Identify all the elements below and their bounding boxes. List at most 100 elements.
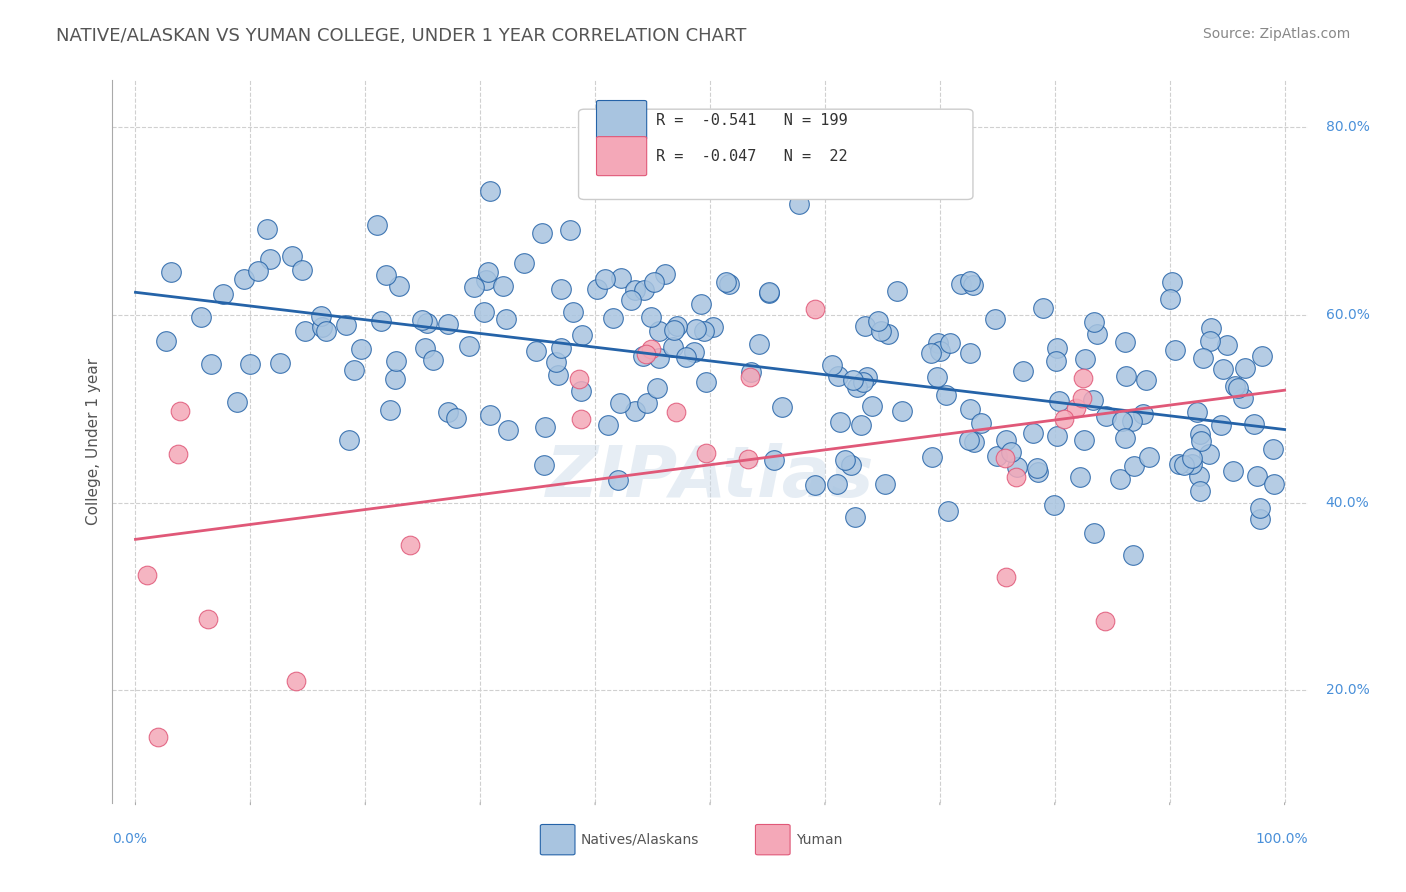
- Point: [281, 249, 304, 263]
- Point: [654, 267, 676, 281]
- Point: [155, 334, 177, 348]
- Point: [1085, 326, 1108, 341]
- Point: [585, 282, 607, 296]
- Point: [550, 341, 572, 355]
- Point: [1189, 484, 1212, 499]
- Point: [1198, 334, 1220, 349]
- Point: [970, 416, 993, 430]
- Point: [571, 328, 593, 343]
- Point: [166, 447, 188, 461]
- Point: [1109, 472, 1132, 486]
- Point: [1209, 417, 1232, 432]
- Point: [212, 286, 235, 301]
- Point: [1026, 465, 1049, 479]
- Text: 100.0%: 100.0%: [1256, 831, 1308, 846]
- Text: 20.0%: 20.0%: [1326, 683, 1369, 698]
- Point: [1046, 342, 1069, 356]
- Point: [839, 458, 862, 472]
- Point: [1132, 407, 1154, 421]
- Point: [315, 324, 337, 338]
- Point: [994, 451, 1017, 466]
- Point: [342, 363, 364, 377]
- Point: [758, 285, 780, 299]
- Point: [513, 256, 536, 270]
- Point: [758, 285, 780, 300]
- Point: [444, 411, 467, 425]
- Text: ZIPAtlas: ZIPAtlas: [546, 443, 875, 512]
- Point: [640, 342, 662, 356]
- Point: [702, 319, 724, 334]
- Point: [920, 346, 942, 360]
- Point: [1083, 526, 1105, 541]
- Point: [1121, 414, 1143, 428]
- Point: [690, 297, 713, 311]
- Point: [1263, 477, 1285, 491]
- Point: [496, 423, 519, 437]
- Point: [1004, 470, 1026, 484]
- Point: [804, 302, 827, 317]
- Point: [530, 227, 553, 241]
- Point: [294, 324, 316, 338]
- Point: [1225, 379, 1247, 393]
- Point: [1173, 458, 1195, 473]
- Point: [1071, 371, 1094, 385]
- Point: [337, 433, 360, 447]
- Point: [683, 345, 706, 359]
- Point: [662, 341, 685, 355]
- Point: [963, 434, 986, 449]
- Point: [1199, 321, 1222, 335]
- Point: [136, 567, 159, 582]
- Point: [547, 368, 569, 382]
- Point: [269, 356, 291, 370]
- Point: [1181, 458, 1204, 472]
- Point: [1122, 549, 1144, 563]
- Point: [256, 222, 278, 236]
- Point: [524, 344, 547, 359]
- Text: 40.0%: 40.0%: [1326, 496, 1369, 509]
- Point: [1031, 301, 1053, 315]
- Text: NATIVE/ALASKAN VS YUMAN COLLEGE, UNDER 1 YEAR CORRELATION CHART: NATIVE/ALASKAN VS YUMAN COLLEGE, UNDER 1…: [56, 27, 747, 45]
- Point: [569, 411, 592, 425]
- Point: [825, 476, 848, 491]
- Point: [636, 396, 658, 410]
- Point: [1261, 442, 1284, 457]
- Point: [695, 375, 717, 389]
- Point: [422, 352, 444, 367]
- Point: [643, 275, 665, 289]
- Point: [860, 399, 883, 413]
- Point: [983, 312, 1005, 326]
- Y-axis label: College, Under 1 year: College, Under 1 year: [86, 358, 101, 525]
- Point: [957, 433, 980, 447]
- Point: [695, 446, 717, 460]
- Point: [631, 349, 654, 363]
- Point: [804, 477, 827, 491]
- Point: [1083, 393, 1105, 408]
- Point: [479, 409, 502, 423]
- Point: [1071, 391, 1094, 405]
- Text: Yuman: Yuman: [796, 832, 842, 847]
- Point: [717, 277, 740, 291]
- Point: [994, 570, 1017, 584]
- Point: [844, 509, 866, 524]
- Point: [1246, 468, 1268, 483]
- Point: [388, 279, 411, 293]
- Point: [1135, 373, 1157, 387]
- Text: R =  -0.541   N = 199: R = -0.541 N = 199: [657, 112, 848, 128]
- Point: [291, 263, 314, 277]
- Point: [856, 370, 879, 384]
- Point: [762, 453, 785, 467]
- Point: [927, 336, 949, 351]
- Point: [285, 673, 308, 688]
- Point: [737, 452, 759, 467]
- Point: [238, 357, 260, 371]
- Point: [853, 319, 876, 334]
- Point: [1163, 343, 1185, 357]
- Point: [475, 273, 498, 287]
- Point: [640, 310, 662, 324]
- Point: [457, 339, 479, 353]
- Point: [463, 280, 485, 294]
- Point: [607, 473, 630, 487]
- Point: [1187, 468, 1209, 483]
- Point: [259, 252, 281, 266]
- Point: [1181, 451, 1204, 466]
